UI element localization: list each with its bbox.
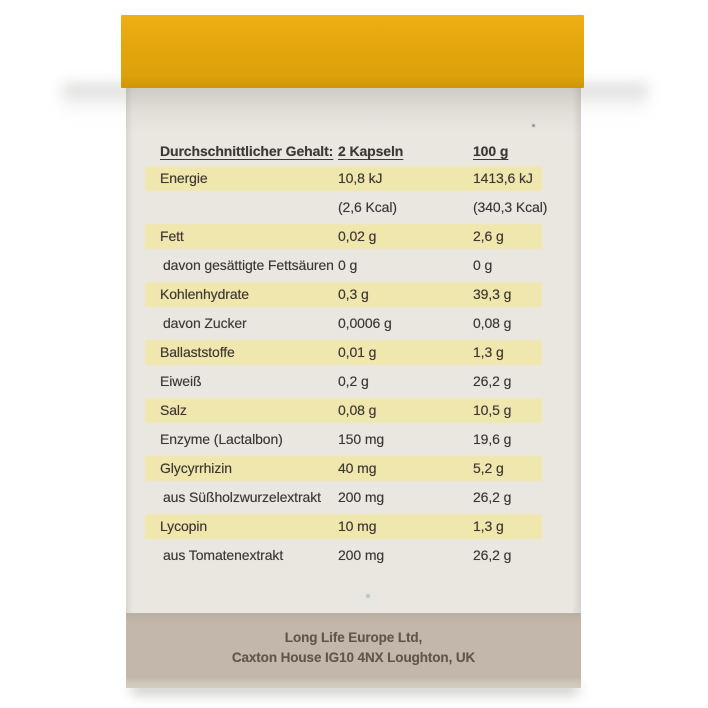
manufacturer-address: Long Life Europe Ltd, Caxton House IG10 …: [126, 628, 581, 668]
row-highlight-bar: [145, 282, 542, 307]
value-per-2-capsules: 0,02 g: [338, 228, 377, 244]
table-row: Enzyme (Lactalbon) 150 mg 19,6 g: [145, 425, 542, 454]
table-row: Kohlenhydrate 0,3 g 39,3 g: [145, 280, 542, 309]
value-per-2-capsules: 200 mg: [338, 489, 385, 505]
value-per-2-capsules: 0,08 g: [338, 402, 377, 418]
value-per-2-capsules: 40 mg: [338, 460, 377, 476]
row-highlight-bar: [145, 224, 542, 249]
table-row: davon gesättigte Fettsäuren 0 g 0 g: [145, 251, 542, 280]
table-row: aus Tomatenextrakt 200 mg 26,2 g: [145, 541, 542, 570]
value-per-2-capsules: (2,6 Kcal): [338, 199, 397, 215]
table-row: Eiweiß 0,2 g 26,2 g: [145, 367, 542, 396]
table-row: (2,6 Kcal) (340,3 Kcal): [145, 193, 547, 222]
value-per-2-capsules: 10,8 kJ: [338, 170, 383, 186]
value-per-100g: (340,3 Kcal): [473, 199, 548, 215]
value-per-100g: 1413,6 kJ: [473, 170, 533, 186]
value-per-100g: 1,3 g: [473, 518, 504, 534]
table-row: Fett 0,02 g 2,6 g: [145, 222, 542, 251]
value-per-2-capsules: 150 mg: [338, 431, 385, 447]
table-row: Energie 10,8 kJ 1413,6 kJ: [145, 164, 542, 193]
manufacturer-street: Caxton House IG10 4NX Loughton, UK: [231, 650, 476, 665]
value-per-100g: 0,08 g: [473, 315, 512, 331]
value-per-100g: 19,6 g: [473, 431, 512, 447]
nutrient-label: Kohlenhydrate: [160, 286, 249, 302]
row-highlight-bar: [145, 340, 542, 365]
nutrient-label: Ballaststoffe: [160, 344, 235, 360]
row-highlight-bar: [145, 398, 542, 423]
value-per-2-capsules: 0,3 g: [338, 286, 369, 302]
row-highlight-bar: [145, 514, 542, 539]
nutrient-label: Enzyme (Lactalbon): [160, 431, 283, 447]
nutrient-label: aus Süßholzwurzelextrakt: [163, 489, 321, 505]
column-header-per-100g: 100 g: [473, 143, 509, 159]
nutrient-label: Eiweiß: [160, 373, 202, 389]
value-per-2-capsules: 10 mg: [338, 518, 377, 534]
nutrition-table: Durchschnittlicher Gehalt: 2 Kapseln 100…: [145, 140, 547, 570]
table-row: Ballaststoffe 0,01 g 1,3 g: [145, 338, 542, 367]
nutrient-label: Lycopin: [160, 518, 208, 534]
manufacturer-name: Long Life Europe Ltd,: [284, 630, 423, 645]
value-per-100g: 26,2 g: [473, 373, 512, 389]
nutrient-label: Salz: [160, 402, 187, 418]
table-row: Lycopin 10 mg 1,3 g: [145, 512, 542, 541]
table-row: Salz 0,08 g 10,5 g: [145, 396, 542, 425]
value-per-2-capsules: 0,2 g: [338, 373, 369, 389]
nutrition-table-body: Energie 10,8 kJ 1413,6 kJ (2,6 Kcal) (34…: [145, 164, 547, 570]
value-per-2-capsules: 0 g: [338, 257, 358, 273]
value-per-100g: 26,2 g: [473, 547, 512, 563]
print-speck: [532, 124, 535, 127]
value-per-2-capsules: 0,0006 g: [338, 315, 392, 331]
nutrient-label: Energie: [160, 170, 208, 186]
table-row: davon Zucker 0,0006 g 0,08 g: [145, 309, 542, 338]
value-per-100g: 1,3 g: [473, 344, 504, 360]
nutrition-table-header-row: Durchschnittlicher Gehalt: 2 Kapseln 100…: [145, 140, 542, 164]
value-per-100g: 2,6 g: [473, 228, 504, 244]
value-per-100g: 39,3 g: [473, 286, 512, 302]
value-per-100g: 26,2 g: [473, 489, 512, 505]
value-per-2-capsules: 0,01 g: [338, 344, 377, 360]
row-highlight-bar: [145, 166, 542, 191]
value-per-2-capsules: 200 mg: [338, 547, 385, 563]
table-row: aus Süßholzwurzelextrakt 200 mg 26,2 g: [145, 483, 542, 512]
box-bottom-shadow: [132, 684, 578, 694]
nutrient-label: davon Zucker: [163, 315, 247, 331]
nutrient-label: Glycyrrhizin: [160, 460, 232, 476]
manufacturer-band: Long Life Europe Ltd, Caxton House IG10 …: [126, 613, 581, 688]
box-lid-yellow-band: [121, 15, 584, 88]
column-header-average-content: Durchschnittlicher Gehalt:: [160, 143, 334, 159]
value-per-100g: 5,2 g: [473, 460, 504, 476]
nutrient-label: aus Tomatenextrakt: [163, 547, 284, 563]
print-speck: [366, 594, 370, 598]
table-row: Glycyrrhizin 40 mg 5,2 g: [145, 454, 542, 483]
column-header-per-2-capsules: 2 Kapseln: [338, 143, 404, 159]
row-highlight-bar: [145, 456, 542, 481]
nutrient-label: Fett: [160, 228, 184, 244]
value-per-100g: 0 g: [473, 257, 493, 273]
value-per-100g: 10,5 g: [473, 402, 512, 418]
nutrient-label: davon gesättigte Fettsäuren: [163, 257, 334, 273]
supplement-box-back-panel: Durchschnittlicher Gehalt: 2 Kapseln 100…: [126, 88, 581, 688]
